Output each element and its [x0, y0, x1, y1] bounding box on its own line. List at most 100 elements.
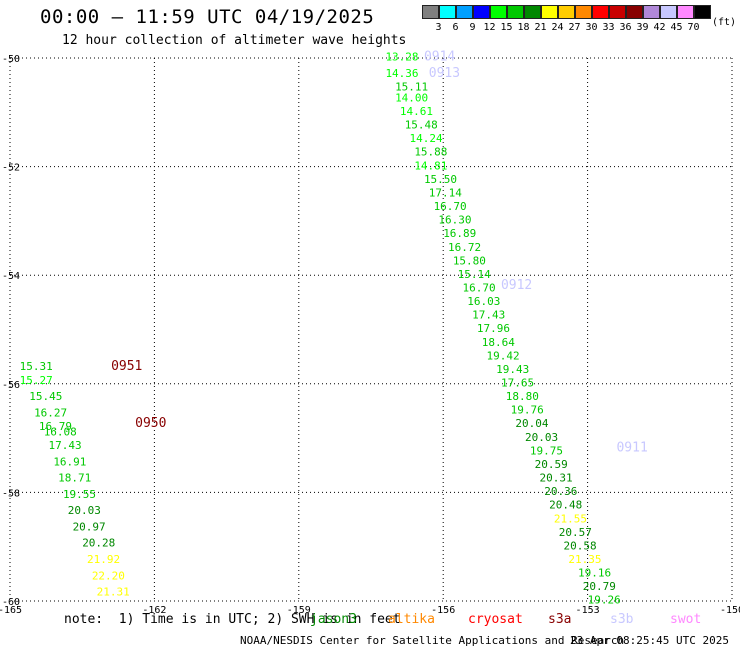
swh-value-label: 18.80	[506, 390, 539, 403]
colorbar-swatch	[473, 5, 490, 19]
colorbar-tick-label: 24	[551, 22, 564, 33]
satellite-legend-swot: swot	[670, 612, 702, 627]
swh-value-label: 20.36	[544, 485, 577, 498]
swh-value-label: 14.00	[395, 91, 428, 104]
swh-value-label: 19.76	[511, 404, 544, 417]
swh-value-label: 16.70	[434, 200, 467, 213]
swh-value-label: 20.58	[564, 539, 597, 552]
colorbar-swatch	[558, 5, 575, 19]
satellite-legend-altika: altika	[388, 612, 435, 627]
pass-id-label: 0950	[135, 416, 166, 431]
colorbar-swatch	[575, 5, 592, 19]
pass-id-label: 0913	[429, 66, 460, 81]
swh-value-label: 16.08	[44, 425, 77, 438]
swh-value-label: 19.16	[578, 567, 611, 580]
swh-value-label: 16.89	[443, 227, 476, 240]
swh-value-label: 15.27	[20, 374, 53, 387]
swh-value-label: 15.11	[395, 81, 428, 94]
swh-value-label: 14.36	[385, 67, 418, 80]
satellite-legend-jason3: jason3	[310, 612, 357, 627]
swh-value-label: 16.03	[467, 295, 500, 308]
swh-value-label: 21.92	[87, 553, 120, 566]
swh-value-label: 13.28	[385, 51, 418, 64]
swh-value-label: 18.71	[58, 472, 91, 485]
colorbar-swatch	[609, 5, 626, 19]
swh-value-label: 16.79	[39, 420, 72, 433]
swh-value-label: 18.64	[482, 336, 515, 349]
swh-value-label: 20.03	[68, 504, 101, 517]
colorbar-swatch	[439, 5, 456, 19]
pass-id-label: 0912	[501, 278, 532, 293]
swh-value-label: 20.03	[525, 431, 558, 444]
y-tick-label: -58	[2, 488, 20, 499]
swh-value-label: 19.43	[496, 363, 529, 376]
satellite-legend-cryosat: cryosat	[468, 612, 523, 627]
pass-id-label: 0911	[616, 441, 647, 456]
footer-credit: NOAA/NESDIS Center for Satellite Applica…	[240, 634, 625, 647]
swh-value-label: 17.43	[49, 439, 82, 452]
colorbar-swatch	[694, 5, 711, 19]
swh-value-label: 20.57	[559, 526, 592, 539]
colorbar-tick-label: 42	[653, 22, 666, 33]
chart-title: 00:00 – 11:59 UTC 04/19/2025	[40, 6, 375, 28]
colorbar-tick-label: 3	[435, 22, 442, 33]
swh-value-label: 14.24	[410, 132, 443, 145]
footer-note: note: 1) Time is in UTC; 2) SWH is in fe…	[64, 612, 401, 627]
colorbar-tick-label: 39	[636, 22, 649, 33]
x-tick-label: -150	[720, 605, 740, 616]
swh-value-label: 19.26	[588, 594, 621, 607]
x-tick-label: -156	[431, 605, 455, 616]
colorbar-tick-label: 70	[687, 22, 700, 33]
swh-value-label: 20.79	[583, 580, 616, 593]
swh-value-label: 15.50	[424, 173, 457, 186]
colorbar-unit-label: (ft)	[712, 17, 737, 28]
swh-value-label: 17.43	[472, 309, 505, 322]
swh-value-label: 20.97	[73, 520, 106, 533]
x-tick-label: -153	[576, 605, 600, 616]
y-tick-label: -56	[2, 380, 20, 391]
swh-value-label: 16.27	[34, 406, 67, 419]
x-tick-label: -159	[287, 605, 311, 616]
colorbar-swatch	[490, 5, 507, 19]
colorbar-tick-label: 21	[534, 22, 547, 33]
chart-subtitle: 12 hour collection of altimeter wave hei…	[62, 33, 407, 48]
x-tick-label: -165	[0, 605, 22, 616]
colorbar-tick-label: 33	[602, 22, 615, 33]
footer-timestamp: 23 Apr 08:25:45 UTC 2025	[570, 634, 729, 647]
swh-value-label: 21.55	[554, 512, 587, 525]
colorbar-tick-label: 36	[619, 22, 632, 33]
colorbar-swatch	[507, 5, 524, 19]
colorbar-swatch	[643, 5, 660, 19]
colorbar-tick-label: 18	[517, 22, 530, 33]
colorbar-swatch	[660, 5, 677, 19]
colorbar-swatch	[541, 5, 558, 19]
colorbar-swatch	[456, 5, 473, 19]
swh-value-label: 17.96	[477, 322, 510, 335]
swh-value-label: 16.91	[53, 455, 86, 468]
y-tick-label: -60	[2, 597, 20, 608]
swh-value-label: 15.88	[414, 146, 447, 159]
swh-value-label: 16.70	[462, 281, 495, 294]
swh-value-label: 14.61	[400, 105, 433, 118]
colorbar-tick-label: 12	[483, 22, 496, 33]
swh-value-label: 16.72	[448, 241, 481, 254]
colorbar-tick-label: 27	[568, 22, 581, 33]
swh-value-label: 15.45	[29, 390, 62, 403]
swh-value-label: 20.48	[549, 499, 582, 512]
y-tick-label: -54	[2, 271, 20, 282]
colorbar-tick-label: 9	[469, 22, 476, 33]
colorbar-swatch	[524, 5, 541, 19]
colorbar-tick-label: 45	[670, 22, 683, 33]
swh-value-label: 15.48	[405, 119, 438, 132]
swh-value-label: 20.28	[82, 537, 115, 550]
swh-value-label: 20.31	[539, 472, 572, 485]
swh-value-label: 15.14	[458, 268, 491, 281]
swh-value-label: 22.20	[92, 569, 125, 582]
swh-value-label: 14.81	[414, 159, 447, 172]
swh-value-label: 20.04	[515, 417, 548, 430]
swh-value-label: 19.55	[63, 488, 96, 501]
colorbar-tick-label: 15	[500, 22, 513, 33]
swh-value-label: 16.30	[438, 214, 471, 227]
swh-value-label: 19.42	[487, 349, 520, 362]
swh-value-label: 19.75	[530, 444, 563, 457]
